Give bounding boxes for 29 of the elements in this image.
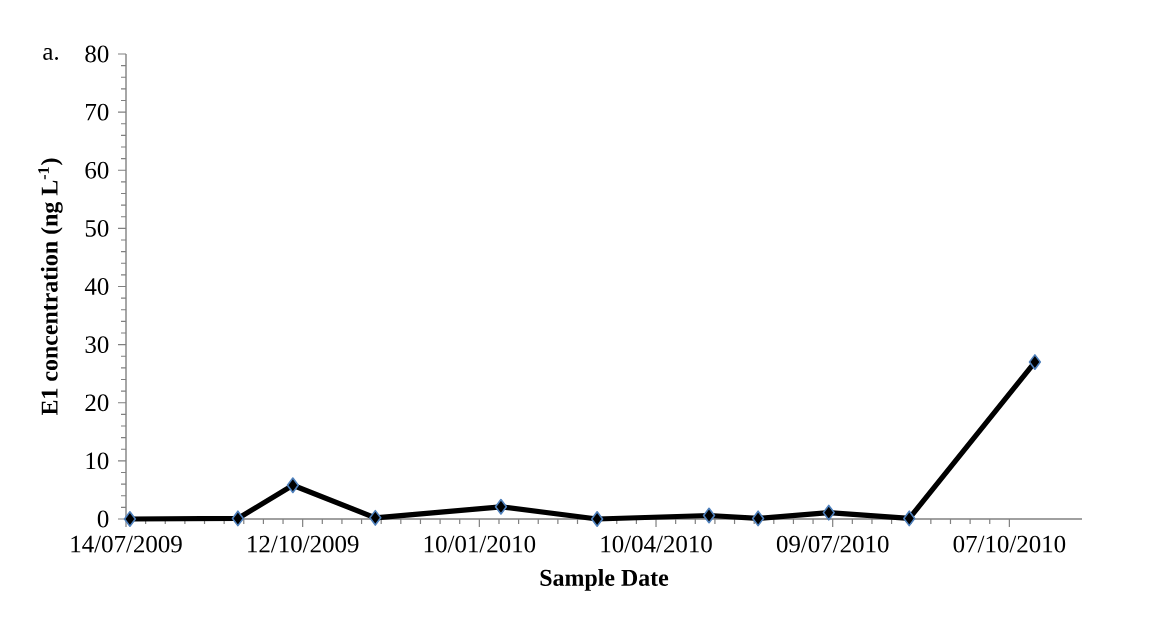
point [369,509,382,526]
point [286,477,300,494]
x-tick-label: 14/07/2009 [71,535,182,553]
y-tick-label: 50 [85,219,109,237]
point [903,510,916,527]
point [590,511,604,527]
x-tick-label: 10/01/2010 [424,535,536,553]
x-tick-label: 07/10/2010 [953,535,1066,553]
y-tick-label: 20 [85,394,109,412]
y-tick-label: 10 [86,452,109,470]
x-axis-title: Sample Date [540,569,669,591]
y-tick-label: 0 [97,510,109,528]
y-tick-label: 60 [85,161,109,179]
x-tick-label: 12/10/2009 [248,535,359,553]
point [123,511,137,527]
point [702,507,716,524]
y-tick-label: 70 [86,103,109,121]
point [751,510,765,527]
x-tick-label: 10/04/2010 [601,535,712,553]
point [494,498,508,515]
text: a. [43,47,59,61]
y-tick-label: 40 [84,278,109,295]
point [1028,354,1042,371]
y-tick-label: 30 [85,336,109,354]
point [231,510,245,527]
y-tick-label: 80 [85,45,109,63]
y-axis-title: E1 concentration (ng L$^{-1}$) [38,158,63,416]
x-tick-label: 09/07/2010 [776,535,889,553]
point [822,504,835,521]
